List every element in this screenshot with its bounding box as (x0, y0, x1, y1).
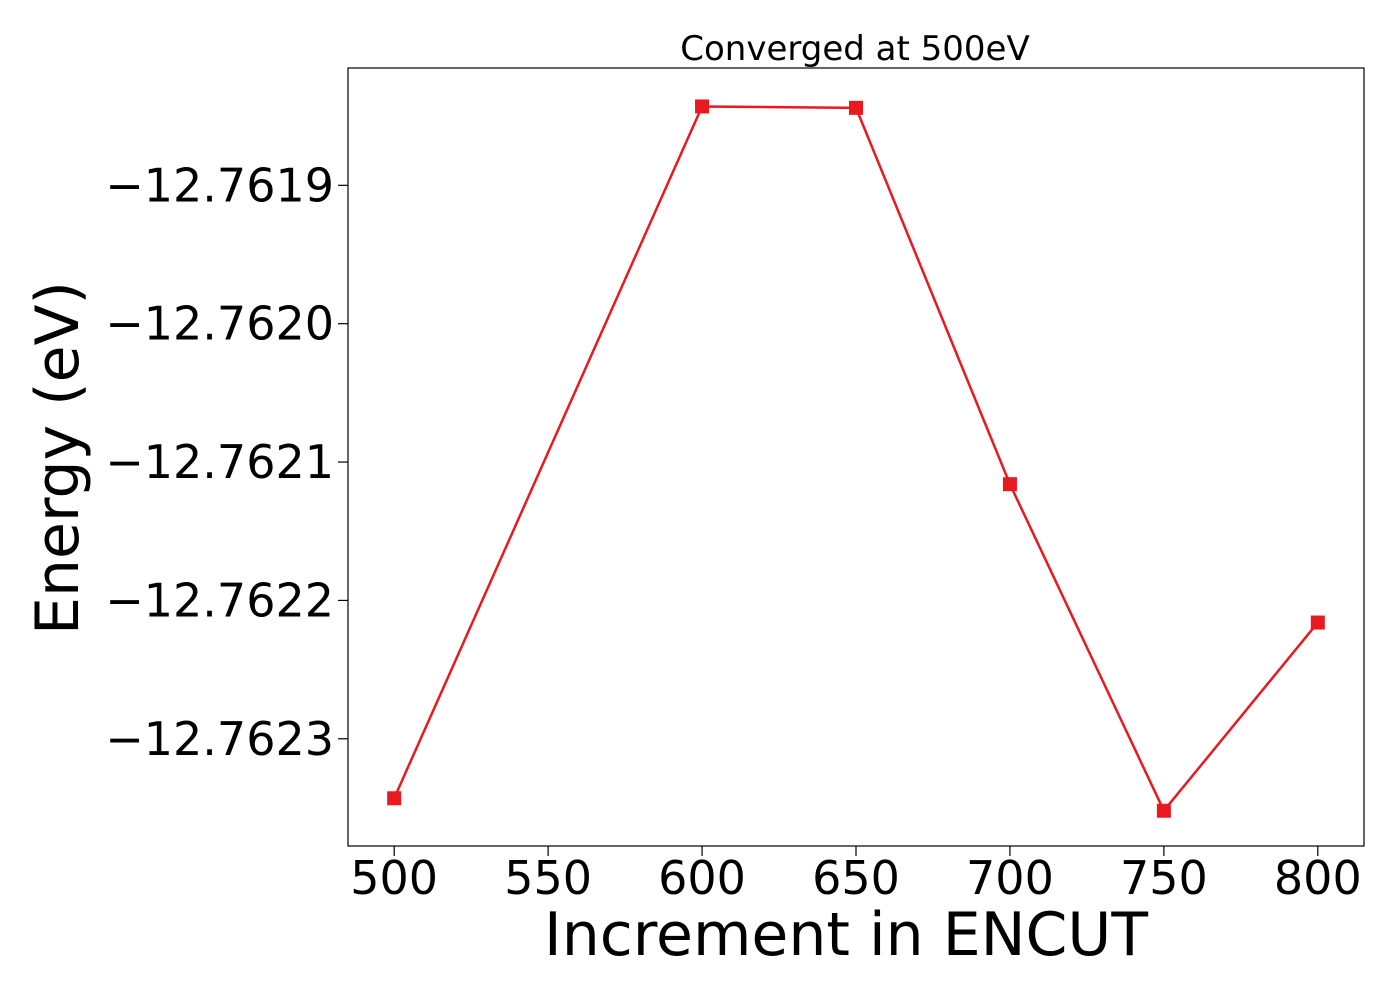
plot-area (347, 67, 1365, 847)
y-tick-label: −12.7619 (105, 158, 334, 212)
x-tick-label: 750 (1120, 851, 1208, 905)
x-tick-label: 550 (504, 851, 592, 905)
y-axis-label: Energy (eV) (23, 281, 93, 635)
x-axis-ticks: 500 550 600 650 700 750 800 (350, 846, 1362, 905)
data-point-marker (1310, 615, 1325, 630)
x-axis-label: Increment in ENCUT (544, 900, 1148, 970)
data-point-marker (1156, 803, 1171, 818)
x-tick-label: 800 (1274, 851, 1362, 905)
y-axis-ticks: −12.7619 −12.7620 −12.7621 −12.7622 −12.7623 (105, 158, 348, 766)
x-tick-label: 700 (966, 851, 1054, 905)
series-line (393, 105, 1319, 812)
y-tick-label: −12.7621 (105, 435, 334, 489)
data-point-marker (695, 99, 710, 114)
data-point-marker (387, 791, 402, 806)
x-tick-label: 600 (658, 851, 746, 905)
x-tick-label: 650 (812, 851, 900, 905)
y-tick-label: −12.7620 (105, 297, 334, 351)
x-tick-label: 500 (350, 851, 438, 905)
y-tick-label: −12.7622 (105, 573, 334, 627)
series-group (387, 99, 1325, 818)
data-point-marker (1002, 477, 1017, 492)
y-tick-label: −12.7623 (105, 712, 334, 766)
data-point-marker (849, 100, 863, 115)
chart-title: Converged at 500eV (680, 29, 1029, 69)
